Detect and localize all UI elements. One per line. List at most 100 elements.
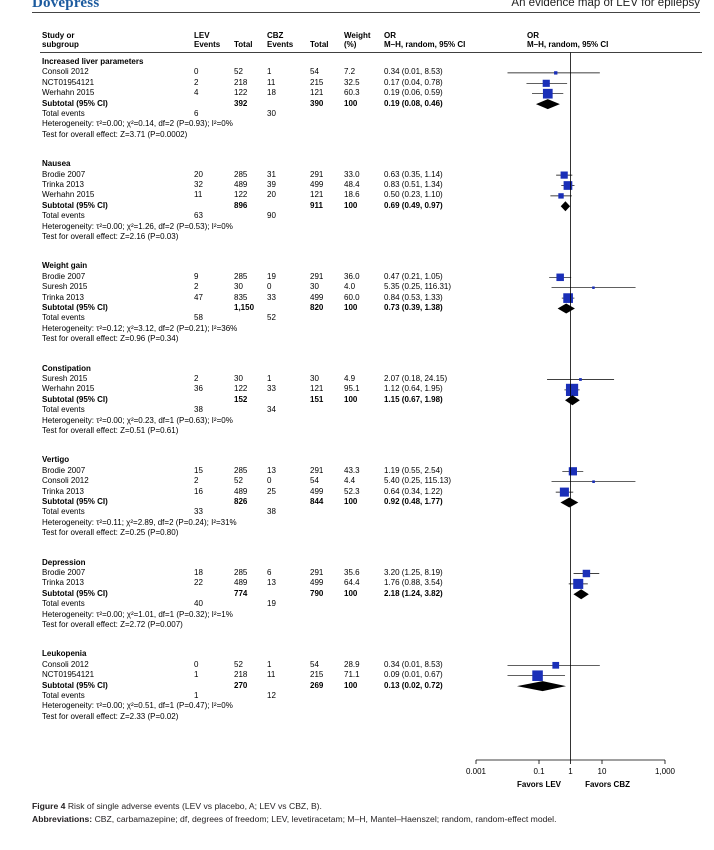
study-marker: [552, 661, 560, 669]
subtotal-or-ci: 0.69 (0.49, 0.97): [384, 200, 443, 210]
subtotal-lev-total: 826: [234, 497, 248, 506]
pooled-diamond: [516, 681, 567, 692]
lev-total: 218: [234, 670, 248, 680]
study-column-header-line1: Study or: [42, 31, 75, 40]
subtotal-weight: 100: [344, 497, 358, 506]
weight-value: 33.0: [344, 169, 360, 179]
study-name: NCT01954121: [42, 77, 95, 87]
x-tick-label: 0.001: [466, 767, 487, 776]
lev-events: 2: [194, 282, 199, 292]
study-marker: [542, 79, 550, 87]
study-marker: [582, 569, 591, 578]
lev-total: 52: [234, 659, 243, 669]
weight-value: 52.3: [344, 486, 360, 496]
study-name: Trinka 2013: [42, 180, 84, 189]
subgroup-title: Weight gain: [42, 261, 88, 271]
total-events-lev: 63: [194, 211, 203, 221]
subtotal-weight: 100: [344, 303, 358, 312]
cbz-total: 54: [310, 659, 319, 669]
cbz-total: 30: [310, 282, 319, 292]
subtotal-or-ci: 0.73 (0.39, 1.38): [384, 303, 443, 312]
total-events-label: Total events: [42, 211, 85, 221]
subtotal-cbz-total: 151: [310, 394, 324, 404]
figure-caption-line: Figure 4 Risk of single adverse events (…: [32, 800, 702, 813]
cbz-total: 291: [310, 169, 324, 179]
lev-total: 30: [234, 282, 243, 292]
or-ci-header-line2: M–H, random, 95% CI: [384, 40, 466, 49]
total-events-lev: 58: [194, 313, 203, 323]
weight-value: 18.6: [344, 190, 360, 200]
figure-text: Risk of single adverse events (LEV vs pl…: [67, 801, 322, 811]
cbz-events: 6: [267, 568, 272, 577]
study-name: Suresh 2015: [42, 374, 88, 383]
subgroup-title: Nausea: [42, 159, 71, 169]
weight-value: 64.4: [344, 578, 360, 588]
or-ci-value: 5.35 (0.25, 116.31): [384, 282, 452, 292]
lev-events: 9: [194, 271, 199, 281]
heterogeneity-text: Heterogeneity: τ²=0.12; χ²=3.12, df=2 (P…: [42, 323, 238, 333]
weight-value: 60.3: [344, 88, 360, 98]
overall-effect-text: Test for overall effect: Z=0.51 (P=0.61): [42, 426, 179, 435]
study-marker: [532, 670, 543, 681]
page-header: Dovepress An evidence map of LEV for epi…: [0, 0, 714, 13]
cbz-total: 499: [310, 292, 324, 302]
subgroup-title: Constipation: [42, 363, 91, 373]
subtotal-cbz-total: 269: [310, 680, 324, 690]
abbreviations-label: Abbreviations:: [32, 814, 93, 824]
overall-effect-text: Test for overall effect: Z=2.72 (P=0.007…: [42, 620, 183, 629]
total-events-lev: 1: [194, 691, 199, 700]
header-rule: [32, 12, 700, 13]
subtotal-cbz-total: 820: [310, 303, 324, 312]
study-name: Consoli 2012: [42, 659, 89, 669]
weight-value: 35.6: [344, 568, 360, 577]
or-ci-value: 5.40 (0.25, 115.13): [384, 476, 452, 486]
lev-events: 18: [194, 568, 203, 577]
cbz-total: 291: [310, 465, 324, 475]
study-name: Brodie 2007: [42, 568, 86, 577]
overall-effect-text: Test for overall effect: Z=2.33 (P=0.02): [42, 711, 179, 721]
cbz-events-header-line2: Events: [267, 40, 294, 49]
lev-events-header-line1: LEV: [194, 31, 210, 40]
or-ci-header-line1: OR: [384, 31, 396, 40]
lev-events: 15: [194, 465, 203, 475]
total-events-label: Total events: [42, 405, 85, 415]
subtotal-lev-total: 1,150: [234, 303, 255, 312]
heterogeneity-text: Heterogeneity: τ²=0.00; χ²=0.23, df=1 (P…: [42, 415, 233, 425]
cbz-total: 215: [310, 670, 324, 680]
lev-total: 489: [234, 486, 248, 496]
cbz-events: 25: [267, 486, 276, 496]
study-marker: [560, 171, 568, 179]
overall-effect-text: Test for overall effect: Z=0.25 (P=0.80): [42, 528, 179, 538]
subtotal-or-ci: 2.18 (1.24, 3.82): [384, 588, 443, 598]
or-ci-value: 0.47 (0.21, 1.05): [384, 271, 443, 281]
cbz-events: 33: [267, 292, 276, 302]
x-tick-label: 1: [568, 767, 573, 776]
cbz-total: 499: [310, 486, 324, 496]
cbz-events: 1: [267, 67, 272, 77]
cbz-total: 54: [310, 476, 319, 486]
or-ci-value: 0.84 (0.53, 1.33): [384, 292, 443, 302]
subtotal-lev-total: 774: [234, 588, 248, 598]
heterogeneity-text: Heterogeneity: τ²=0.00; χ²=1.01, df=1 (P…: [42, 609, 233, 619]
heterogeneity-text: Heterogeneity: τ²=0.00; χ²=0.51, df=1 (P…: [42, 701, 233, 711]
cbz-events: 0: [267, 282, 272, 292]
cbz-events: 19: [267, 271, 276, 281]
cbz-total: 121: [310, 88, 324, 98]
weight-value: 7.2: [344, 67, 356, 77]
lev-total: 285: [234, 465, 248, 475]
total-events-cbz: 90: [267, 211, 276, 221]
subtotal-lev-total: 270: [234, 680, 248, 690]
study-name: Suresh 2015: [42, 282, 88, 292]
lev-total: 52: [234, 67, 243, 77]
lev-events: 11: [194, 190, 203, 200]
study-name: Trinka 2013: [42, 486, 84, 496]
subtotal-label: Subtotal (95% CI): [42, 200, 108, 210]
total-events-label: Total events: [42, 507, 85, 517]
cbz-total: 499: [310, 578, 324, 588]
or-ci-value: 1.12 (0.64, 1.95): [384, 384, 443, 394]
overall-effect-text: Test for overall effect: Z=2.16 (P=0.03): [42, 232, 179, 241]
weight-header-line2: (%): [344, 40, 357, 49]
cbz-total: 215: [310, 77, 324, 87]
study-column-header-line2: subgroup: [42, 40, 79, 49]
lev-total-header-line2: Total: [234, 40, 253, 49]
